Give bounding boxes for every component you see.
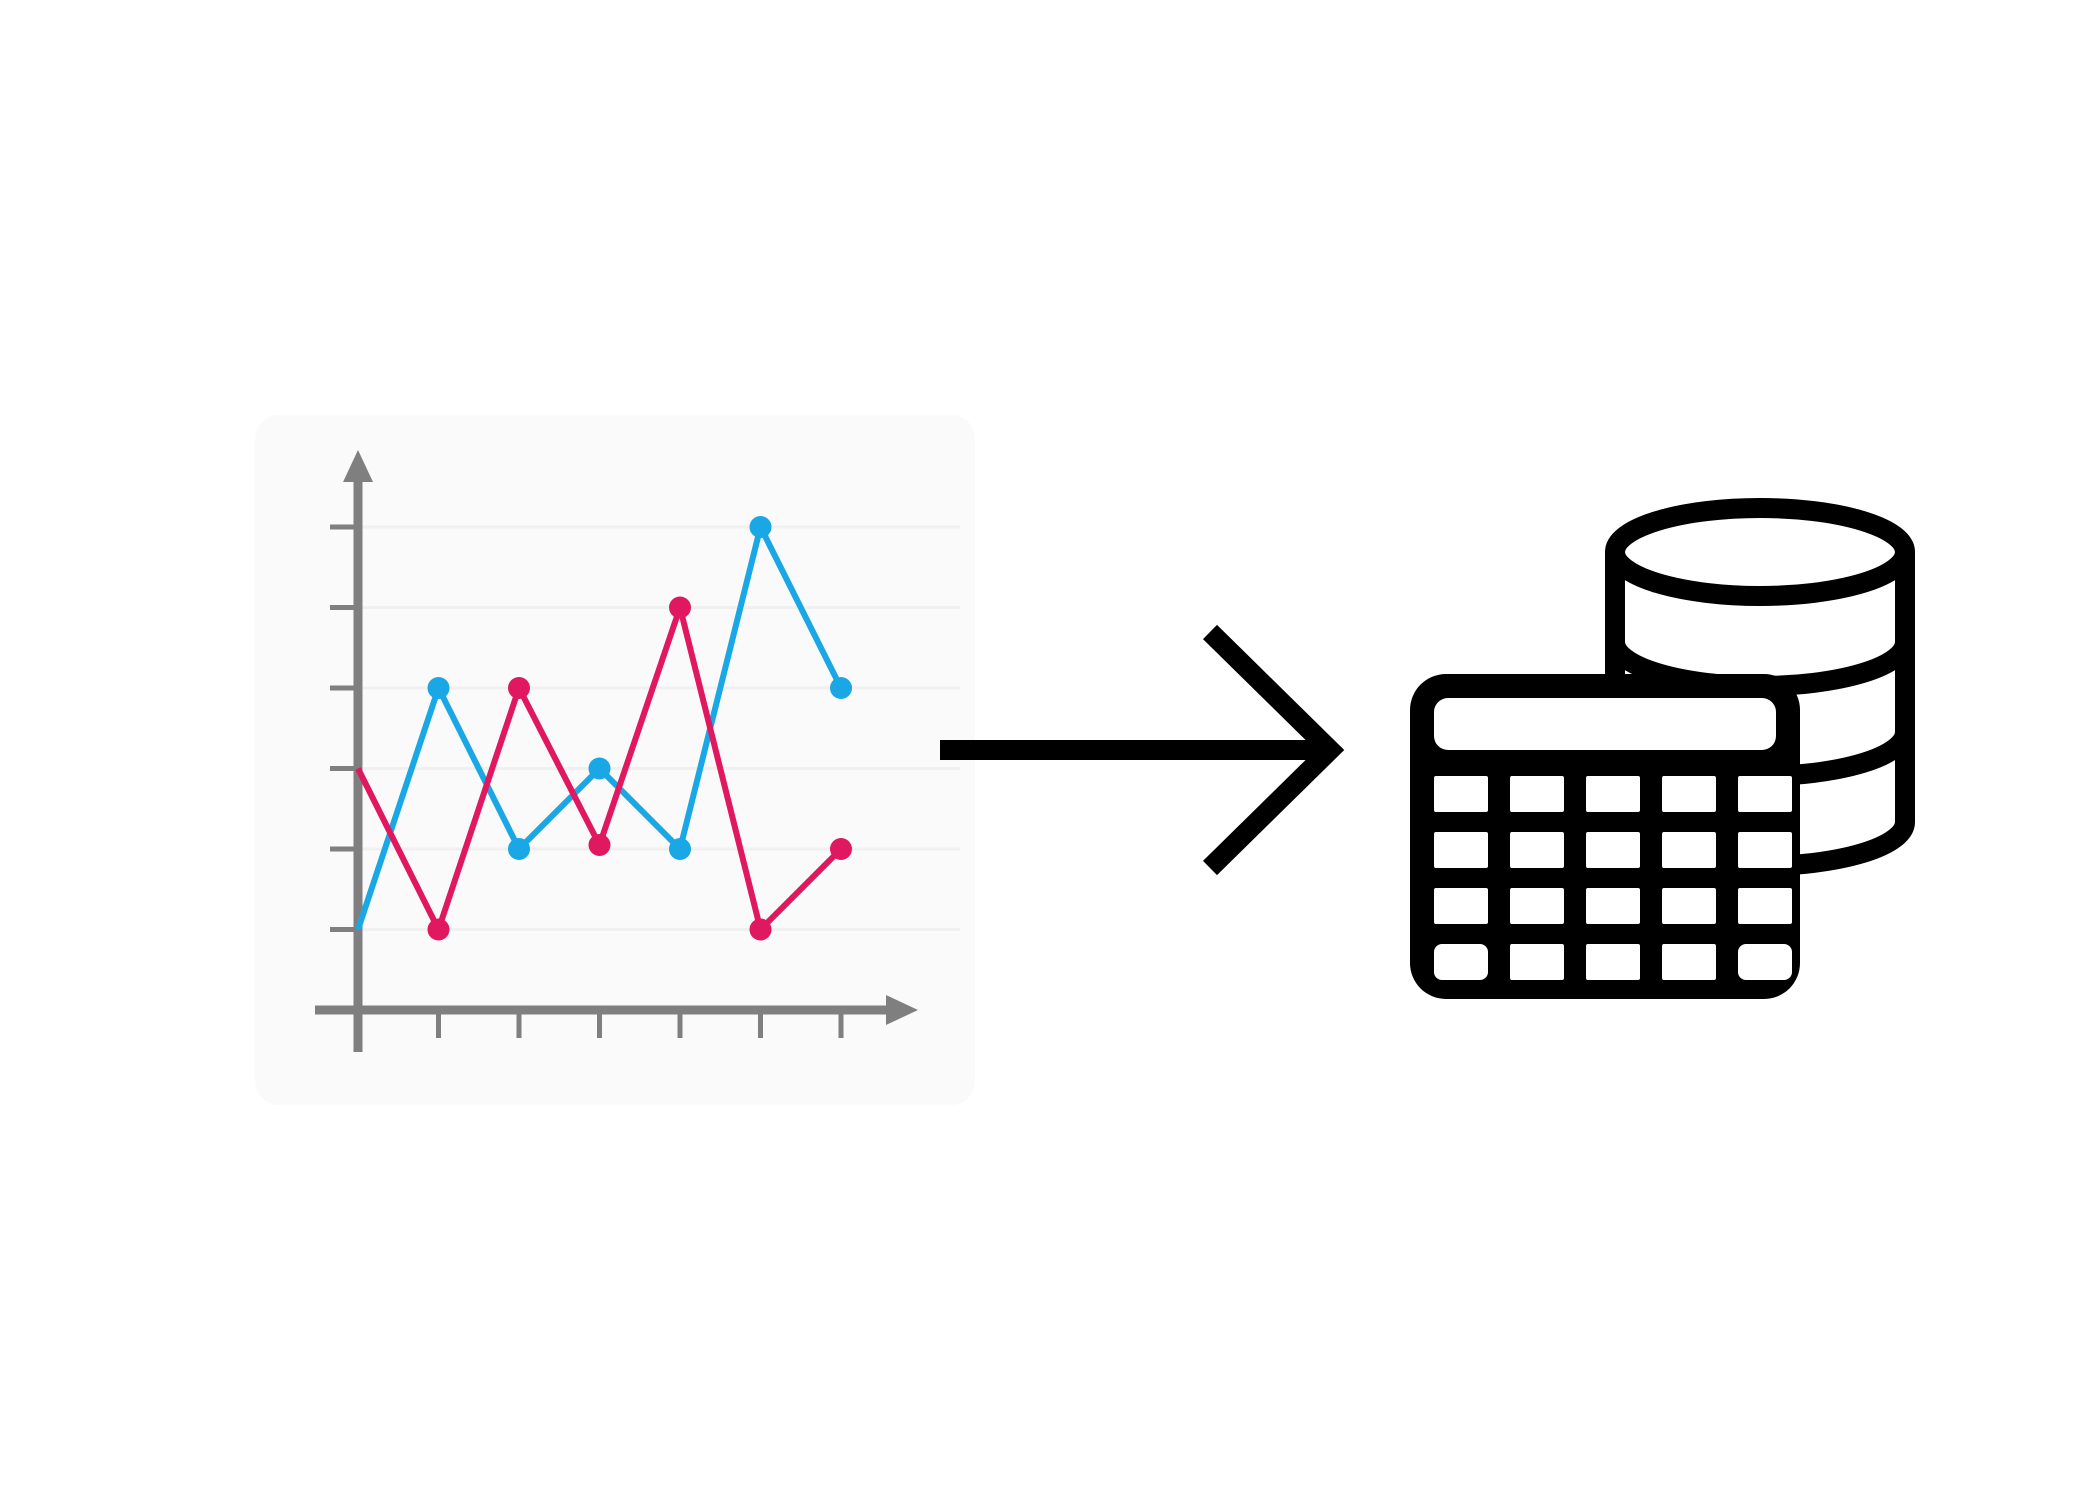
table-cell [1434,776,1488,812]
data-point [830,677,852,699]
data-point [669,838,691,860]
table-cell [1662,944,1716,980]
chart-axes [315,450,918,1052]
data-point [669,596,691,619]
spreadsheet-table-icon [1410,674,1800,999]
chart-series [355,516,852,941]
table-cell [1738,776,1792,812]
data-point [588,833,611,856]
table-cell [1738,832,1792,868]
table-cell [1510,832,1564,868]
database-table-icon [1410,498,1915,999]
table-cell [1662,832,1716,868]
data-point [749,516,772,538]
data-point [508,677,530,699]
table-cell [1510,776,1564,812]
chart-tick-marks [330,524,844,1038]
table-cells [1434,776,1792,980]
data-point [749,918,772,941]
arrow-head [1202,624,1345,876]
chart-panel-background [255,415,975,1105]
data-point [830,838,852,860]
table-cell [1434,832,1488,868]
series-line-0 [355,524,844,931]
table-cell [1510,888,1564,924]
table-cell [1586,944,1640,980]
data-point [588,757,611,780]
table-cell [1662,888,1716,924]
table-cell [1434,888,1488,924]
y-axis-arrowhead [343,450,373,482]
right-arrow-icon [940,624,1345,876]
table-cell [1738,888,1792,924]
table-cell [1434,944,1488,980]
chart-gridlines [358,525,960,931]
data-point [427,918,450,941]
table-cell [1662,776,1716,812]
line-chart-icon [315,450,960,1052]
data-point [427,677,450,699]
table-cell [1510,944,1564,980]
table-cell [1586,776,1640,812]
x-axis-arrowhead [886,995,918,1025]
table-cell [1586,832,1640,868]
table-cell [1586,888,1640,924]
data-point [508,838,530,860]
table-cell [1738,944,1792,980]
